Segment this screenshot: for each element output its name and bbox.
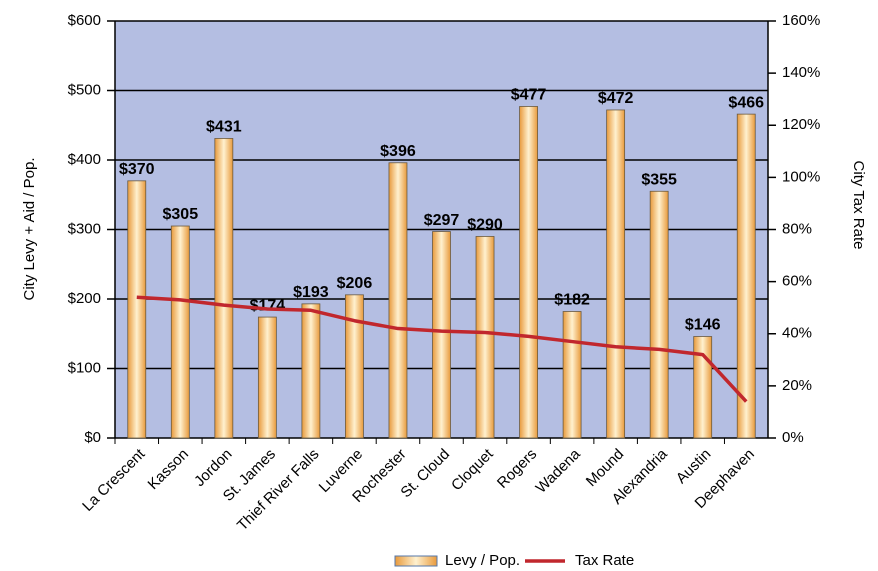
y2-tick-label: 60% xyxy=(782,273,812,290)
y2-tick-label: 20% xyxy=(782,377,812,394)
y-tick-label: $100 xyxy=(68,359,101,376)
bar xyxy=(606,109,626,439)
x-tick-label: Wadena xyxy=(533,445,585,497)
x-tick-label: La Crescent xyxy=(79,445,149,515)
y2-tick-label: 160% xyxy=(782,12,820,29)
bar xyxy=(736,113,756,439)
y-tick-label: $200 xyxy=(68,290,101,307)
value-label: $193 xyxy=(293,284,329,301)
y-tick-label: $400 xyxy=(68,151,101,168)
value-label: $305 xyxy=(163,206,199,223)
bar xyxy=(649,190,669,439)
bar xyxy=(388,162,408,439)
value-label: $396 xyxy=(380,143,416,160)
y2-tick-label: 140% xyxy=(782,64,820,81)
y-tick-label: $0 xyxy=(84,429,101,446)
x-tick-label: Cloquet xyxy=(448,445,497,494)
y2-tick-label: 40% xyxy=(782,325,812,342)
x-tick-label: Thief River Falls xyxy=(234,446,323,535)
bar xyxy=(345,294,364,439)
y2-tick-label: 100% xyxy=(782,168,820,185)
value-label: $355 xyxy=(641,171,677,188)
y-axis-label: City Levy + Aid / Pop. xyxy=(21,158,38,301)
x-tick-label: Kasson xyxy=(145,446,192,493)
y-tick-label: $500 xyxy=(68,81,101,98)
value-label: $472 xyxy=(598,90,634,107)
value-label: $431 xyxy=(206,119,242,136)
y2-tick-label: 0% xyxy=(782,429,804,446)
value-label: $146 xyxy=(685,317,721,334)
y2-tick-label: 80% xyxy=(782,220,812,237)
y2-axis-label: City Tax Rate xyxy=(850,161,867,250)
tax-rate-line xyxy=(136,295,748,403)
value-label: $290 xyxy=(467,217,503,234)
y2-tick-label: 120% xyxy=(782,116,820,133)
bar xyxy=(170,225,190,439)
bar xyxy=(301,303,321,439)
legend-label: Levy / Pop. xyxy=(445,552,520,569)
bar xyxy=(432,231,451,439)
x-tick-label: Austin xyxy=(673,446,715,488)
value-label: $206 xyxy=(337,275,373,292)
value-label: $477 xyxy=(511,87,547,104)
legend-label: Tax Rate xyxy=(575,552,634,569)
value-label: $174 xyxy=(250,297,286,314)
bar xyxy=(127,180,147,439)
value-label: $297 xyxy=(424,212,460,229)
bar xyxy=(562,311,582,439)
value-label: $182 xyxy=(554,292,590,309)
bar xyxy=(693,336,713,439)
value-label: $466 xyxy=(728,94,764,111)
value-label: $370 xyxy=(119,161,155,178)
bar xyxy=(214,138,234,439)
bar xyxy=(475,236,495,439)
bar xyxy=(519,106,538,439)
bar xyxy=(257,316,277,439)
y-tick-label: $300 xyxy=(68,220,101,237)
y-tick-label: $600 xyxy=(68,12,101,29)
legend-swatch xyxy=(394,555,438,567)
